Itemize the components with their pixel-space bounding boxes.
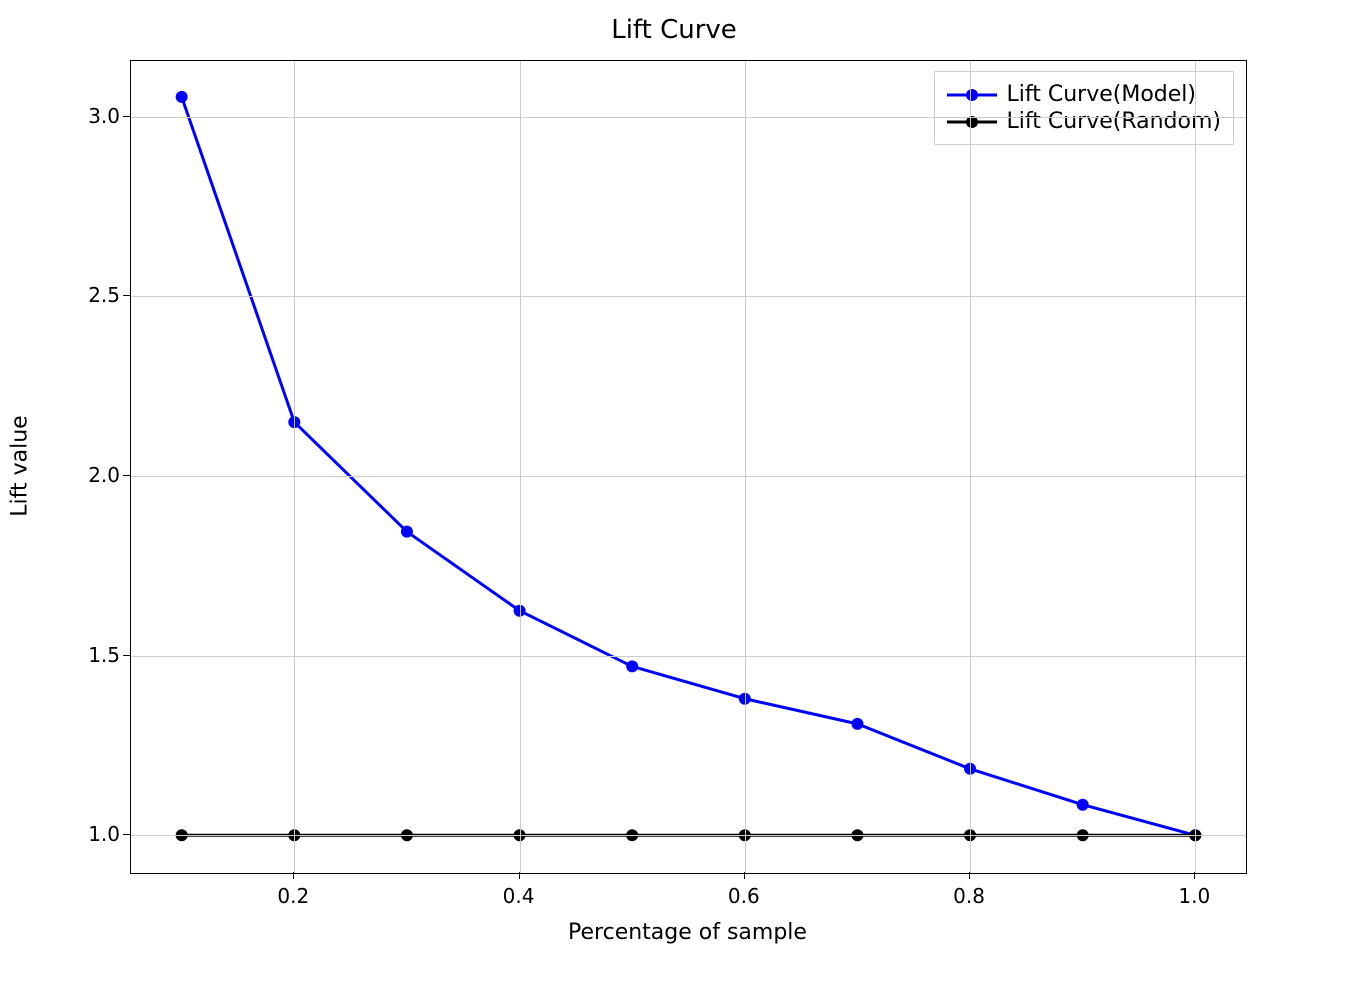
x-axis-label: Percentage of sample — [130, 920, 1245, 945]
legend-label: Lift Curve(Random) — [1007, 109, 1222, 134]
grid-line-v — [520, 61, 521, 873]
legend: Lift Curve(Model)Lift Curve(Random) — [934, 71, 1235, 145]
series-layer — [131, 61, 1246, 873]
y-tick — [123, 295, 130, 296]
y-tick — [123, 655, 130, 656]
series-marker-0 — [401, 526, 413, 538]
legend-swatch — [947, 112, 997, 132]
grid-line-v — [294, 61, 295, 873]
y-tick — [123, 116, 130, 117]
series-line-0 — [182, 97, 1196, 835]
legend-entry: Lift Curve(Model) — [947, 82, 1222, 107]
plot-area: Lift Curve(Model)Lift Curve(Random) — [130, 60, 1247, 874]
y-tick-label: 1.0 — [80, 822, 120, 846]
x-tick-label: 1.0 — [1178, 884, 1210, 908]
legend-swatch — [947, 85, 997, 105]
x-tick — [744, 872, 745, 879]
grid-line-h — [131, 296, 1246, 297]
y-axis-label: Lift value — [8, 415, 33, 516]
series-marker-0 — [176, 91, 188, 103]
grid-line-h — [131, 835, 1246, 836]
grid-line-v — [970, 61, 971, 873]
y-tick — [123, 834, 130, 835]
x-tick — [519, 872, 520, 879]
x-tick — [1194, 872, 1195, 879]
grid-line-h — [131, 117, 1246, 118]
x-tick — [969, 872, 970, 879]
series-marker-0 — [851, 718, 863, 730]
x-tick-label: 0.4 — [503, 884, 535, 908]
x-tick-label: 0.6 — [728, 884, 760, 908]
chart-title: Lift Curve — [0, 15, 1348, 45]
grid-line-v — [745, 61, 746, 873]
grid-line-v — [1195, 61, 1196, 873]
legend-entry: Lift Curve(Random) — [947, 109, 1222, 134]
x-tick — [293, 872, 294, 879]
x-tick-label: 0.8 — [953, 884, 985, 908]
y-tick-label: 2.0 — [80, 463, 120, 487]
y-tick-label: 3.0 — [80, 104, 120, 128]
series-marker-0 — [626, 660, 638, 672]
series-marker-0 — [1077, 799, 1089, 811]
lift-chart: Lift Curve Lift value Percentage of samp… — [0, 0, 1348, 996]
y-tick-label: 1.5 — [80, 643, 120, 667]
y-tick-label: 2.5 — [80, 283, 120, 307]
y-tick — [123, 475, 130, 476]
legend-label: Lift Curve(Model) — [1007, 82, 1196, 107]
x-tick-label: 0.2 — [277, 884, 309, 908]
grid-line-h — [131, 656, 1246, 657]
grid-line-h — [131, 476, 1246, 477]
